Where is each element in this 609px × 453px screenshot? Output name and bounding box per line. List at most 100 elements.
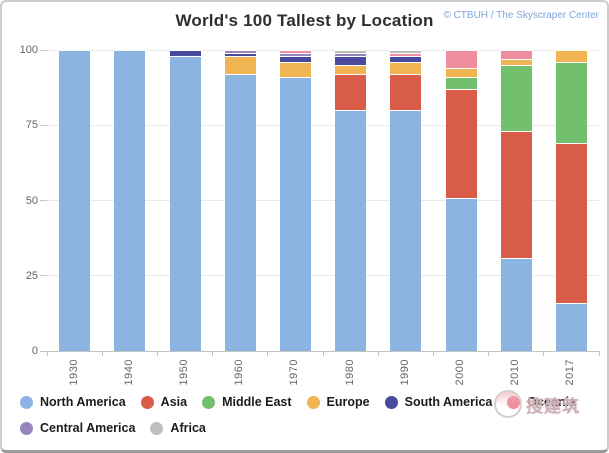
- segment-south-america[interactable]: [169, 50, 201, 57]
- legend-swatch-icon: [306, 395, 320, 409]
- segment-asia[interactable]: [500, 131, 532, 258]
- x-tick-mark: [377, 351, 379, 356]
- legend-swatch-icon: [507, 395, 521, 409]
- segment-asia[interactable]: [555, 143, 587, 303]
- bar-1930: [59, 50, 91, 351]
- segment-north-america[interactable]: [500, 257, 532, 351]
- x-tick-mark: [488, 351, 490, 356]
- legend-swatch-icon: [384, 395, 398, 409]
- segment-south-america[interactable]: [279, 56, 311, 63]
- segment-europe[interactable]: [335, 65, 367, 75]
- segment-north-america[interactable]: [114, 50, 146, 351]
- y-tick-label: 75: [25, 119, 38, 132]
- segment-north-america[interactable]: [390, 110, 422, 351]
- bar-1970: [279, 50, 311, 351]
- x-tick-mark: [101, 351, 103, 356]
- segment-oceania[interactable]: [445, 50, 477, 69]
- y-tick-mark: [40, 124, 47, 126]
- segment-europe[interactable]: [279, 62, 311, 78]
- legend-swatch-icon: [150, 421, 164, 435]
- legend-label: Europe: [326, 395, 370, 409]
- segment-europe[interactable]: [445, 68, 477, 78]
- x-axis-label-2017: 2017: [564, 359, 577, 386]
- legend-label: Asia: [160, 395, 188, 409]
- segment-north-america[interactable]: [555, 302, 587, 351]
- gridline: [47, 124, 599, 126]
- legend-item-central-america[interactable]: Central America: [20, 419, 135, 437]
- legend-item-asia[interactable]: Asia: [140, 393, 188, 411]
- gridline: [47, 49, 599, 51]
- segment-central-america[interactable]: [224, 50, 256, 54]
- segment-north-america[interactable]: [335, 110, 367, 351]
- legend-label: South America: [404, 395, 493, 409]
- legend-item-north-america[interactable]: North America: [20, 393, 126, 411]
- chart-title: World's 100 Tallest by Location: [175, 11, 434, 30]
- segment-asia[interactable]: [390, 74, 422, 111]
- plot-area: 0 25 50 75 100 1930 1940 1950 1960 1970 1980 1990 20…: [20, 44, 600, 385]
- x-tick-mark: [156, 351, 158, 356]
- segment-africa[interactable]: [390, 50, 422, 54]
- x-tick-mark: [322, 351, 324, 356]
- y-tick-mark: [40, 49, 47, 51]
- legend-swatch-icon: [140, 395, 154, 409]
- segment-north-america[interactable]: [445, 197, 477, 351]
- segment-europe[interactable]: [500, 59, 532, 66]
- x-axis-label-1940: 1940: [122, 359, 135, 386]
- x-tick-mark: [432, 351, 434, 356]
- legend-label: Africa: [170, 421, 206, 435]
- legend-label: Oceania: [527, 395, 577, 409]
- legend-item-south-america[interactable]: South America: [384, 393, 493, 411]
- legend-label: Central America: [40, 421, 136, 435]
- segment-north-america[interactable]: [59, 50, 91, 351]
- segment-europe[interactable]: [224, 56, 256, 75]
- x-axis-label-1990: 1990: [398, 359, 411, 386]
- x-axis-label-1960: 1960: [233, 359, 246, 386]
- segment-middle-east[interactable]: [445, 77, 477, 90]
- x-axis-label-2000: 2000: [454, 359, 466, 386]
- legend-label: North America: [40, 395, 126, 409]
- segment-north-america[interactable]: [224, 74, 256, 351]
- y-tick-mark: [40, 275, 47, 277]
- segment-north-america[interactable]: [279, 77, 311, 351]
- segment-south-america[interactable]: [390, 56, 422, 63]
- bar-1950: [169, 50, 201, 351]
- x-tick-mark: [267, 351, 269, 356]
- y-tick-label: 25: [25, 269, 38, 282]
- segment-oceania[interactable]: [500, 50, 532, 60]
- legend-label: Middle East: [222, 395, 292, 409]
- segment-middle-east[interactable]: [555, 62, 587, 144]
- bar-1990: [390, 50, 422, 351]
- bar-2010: [500, 50, 532, 351]
- segment-europe[interactable]: [555, 50, 587, 63]
- bar-1960: [224, 50, 256, 351]
- segment-europe[interactable]: [390, 62, 422, 75]
- segment-africa[interactable]: [335, 50, 367, 54]
- y-tick-label: 0: [31, 345, 38, 357]
- segment-asia[interactable]: [335, 74, 367, 111]
- bar-2000: [445, 50, 477, 351]
- legend-item-africa[interactable]: Africa: [150, 419, 206, 437]
- x-axis-label-1970: 1970: [288, 359, 301, 386]
- segment-asia[interactable]: [445, 89, 477, 198]
- x-tick-mark: [46, 351, 48, 356]
- x-tick-mark: [212, 351, 214, 356]
- x-tick-mark: [598, 351, 600, 356]
- segment-south-america[interactable]: [224, 53, 256, 57]
- legend-item-oceania[interactable]: Oceania: [507, 393, 576, 411]
- segment-oceania[interactable]: [279, 50, 311, 54]
- legend-item-middle-east[interactable]: Middle East: [202, 393, 292, 411]
- segment-central-america[interactable]: [335, 53, 367, 57]
- legend: North America Asia Middle East Europe South …: [20, 393, 598, 437]
- segment-south-america[interactable]: [335, 56, 367, 66]
- gridline: [47, 275, 599, 277]
- legend-swatch-icon: [202, 395, 216, 409]
- segment-oceania[interactable]: [390, 53, 422, 57]
- segment-north-america[interactable]: [169, 56, 201, 351]
- bar-1940: [114, 50, 146, 351]
- segment-central-america[interactable]: [279, 53, 311, 57]
- chart-attribution[interactable]: © CTBUH / The Skyscraper Center: [443, 10, 599, 21]
- x-axis-label-1930: 1930: [67, 359, 80, 386]
- legend-item-europe[interactable]: Europe: [306, 393, 370, 411]
- segment-middle-east[interactable]: [500, 65, 532, 132]
